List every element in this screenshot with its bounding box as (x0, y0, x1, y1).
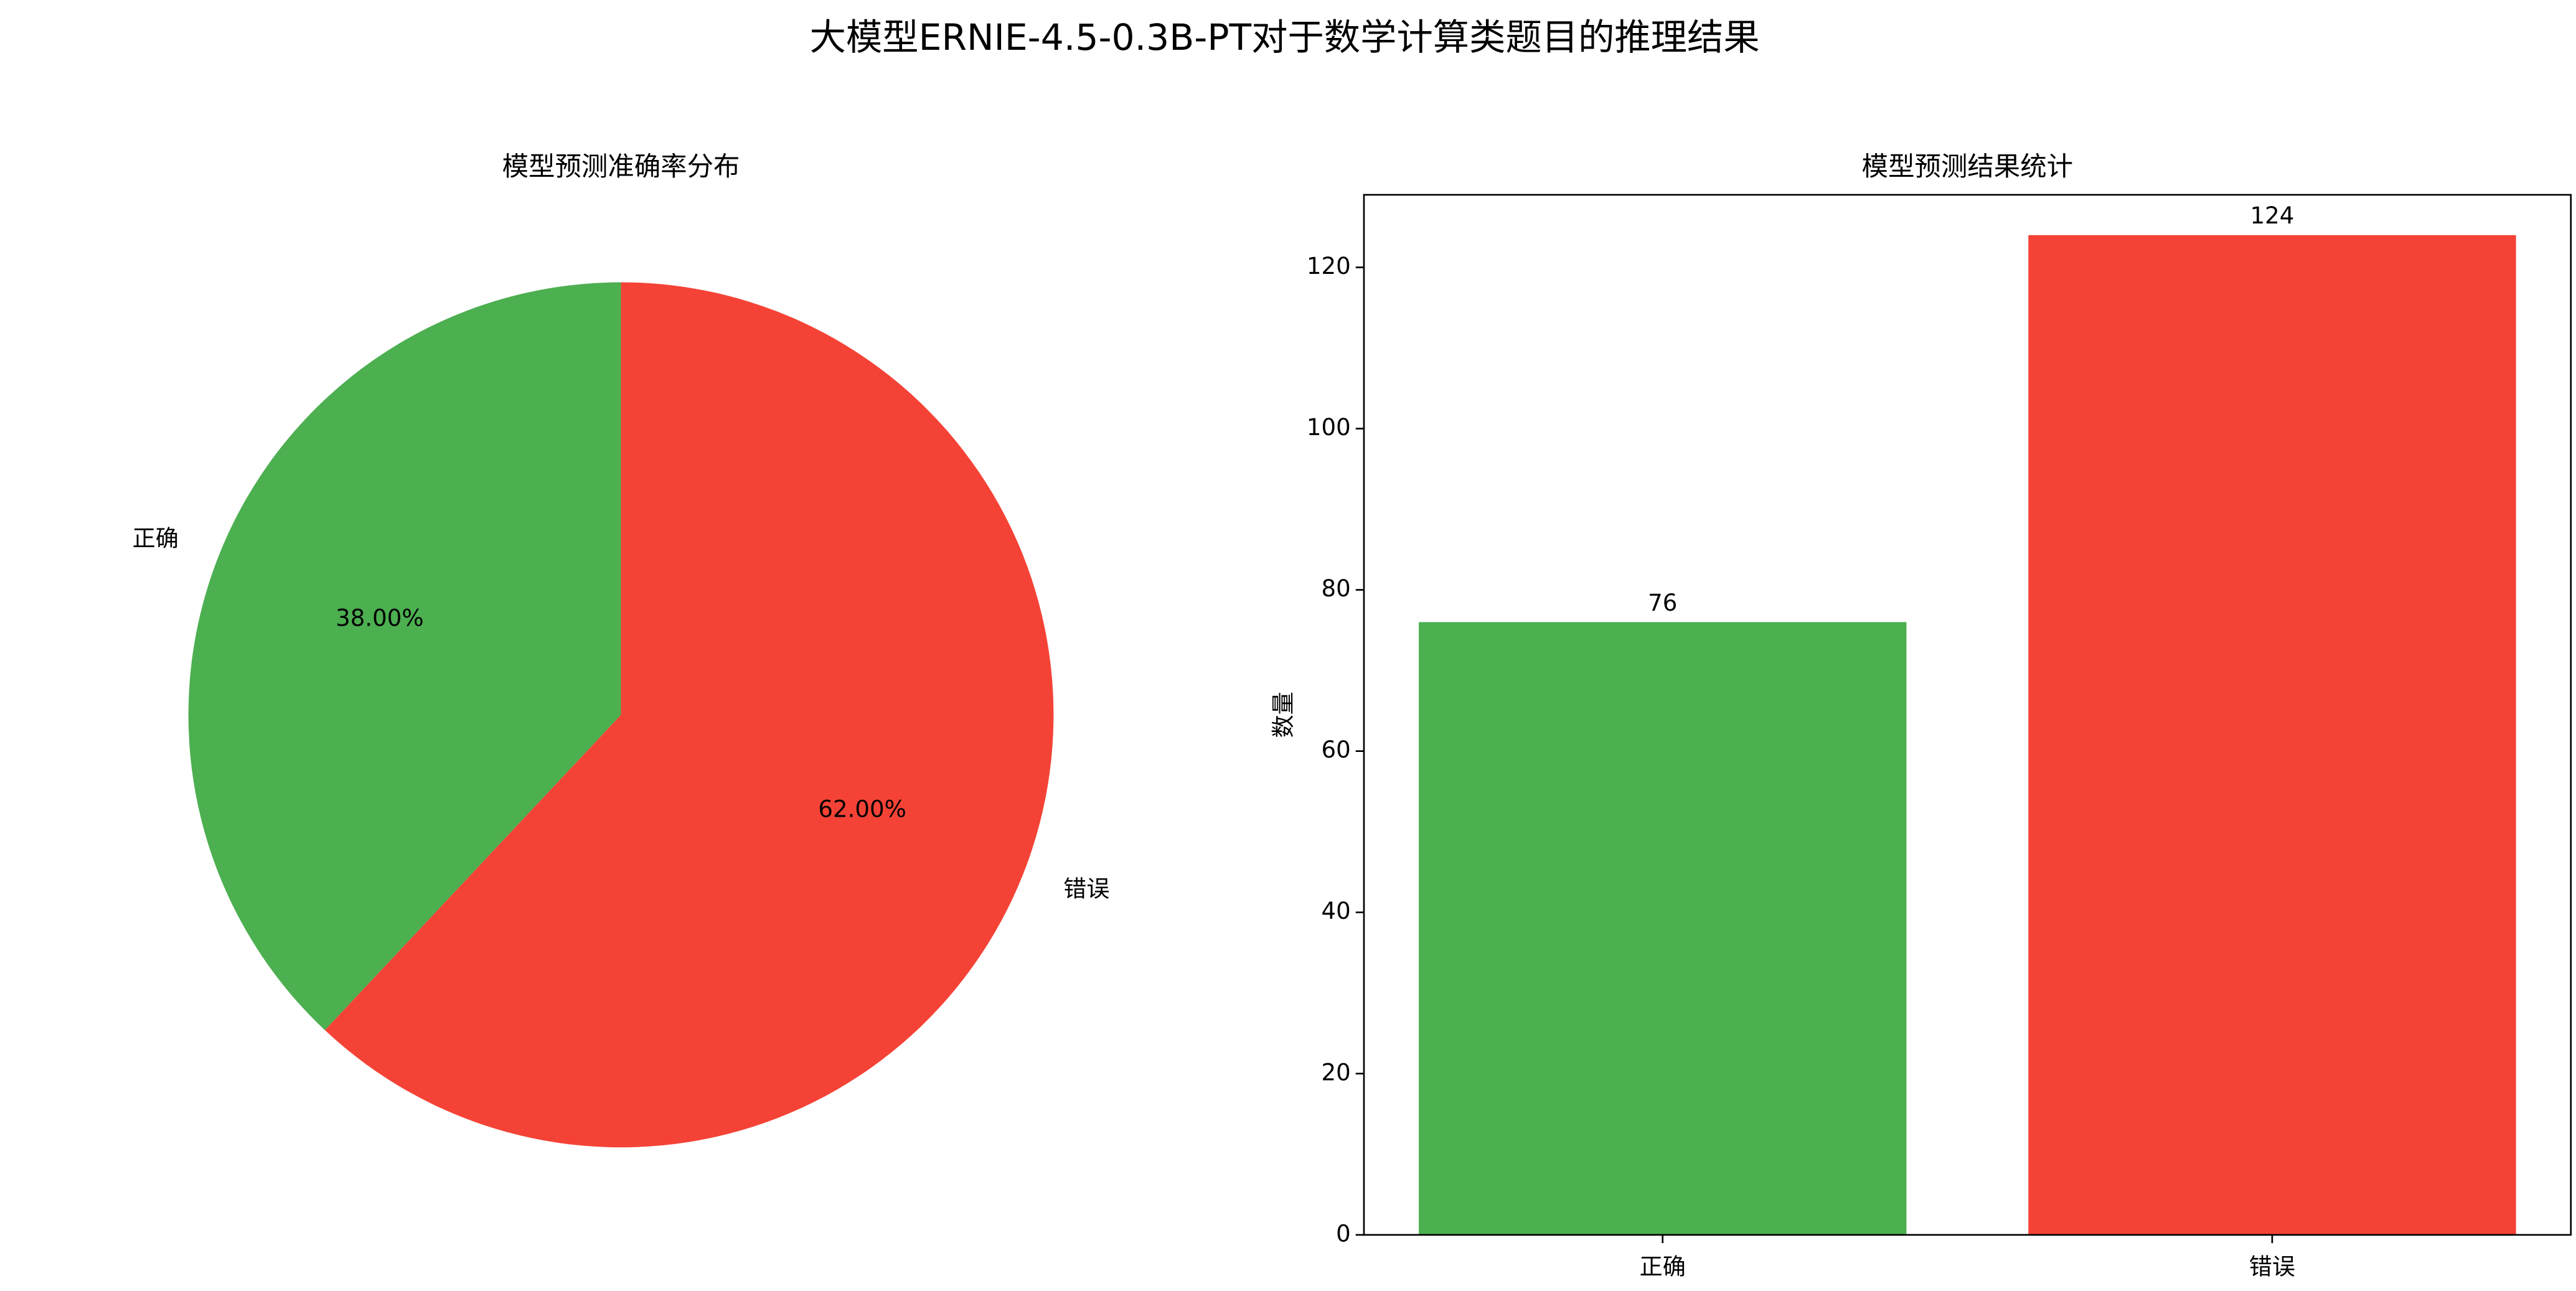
slice-percent: 38.00% (336, 604, 424, 631)
bar (2028, 235, 2516, 1235)
slice-percent: 62.00% (818, 796, 906, 822)
y-axis-label: 数量 (1270, 692, 1297, 738)
slice-label: 错误 (1063, 875, 1109, 902)
pie-slice (188, 282, 621, 1030)
figure-title: 大模型ERNIE-4.5-0.3B-PT对于数学计算类题目的推理结果 (810, 16, 1760, 59)
bar-value-label: 124 (2250, 202, 2295, 229)
y-tick-label: 80 (1322, 575, 1351, 602)
y-tick-label: 60 (1322, 736, 1351, 763)
y-tick-label: 0 (1336, 1220, 1351, 1247)
plot-frame (1363, 194, 2572, 1236)
chart-title: 模型预测准确率分布 (502, 152, 740, 182)
x-tick-label: 错误 (2249, 1253, 2295, 1280)
bar (1419, 622, 1907, 1235)
pie-slice (324, 282, 1054, 1148)
y-tick-label: 100 (1307, 414, 1351, 441)
x-tick-label: 正确 (1640, 1253, 1686, 1280)
y-tick-label: 40 (1322, 898, 1351, 924)
y-tick-label: 120 (1307, 253, 1351, 279)
slice-label: 正确 (133, 525, 179, 552)
chart-title: 模型预测结果统计 (1862, 152, 2073, 182)
y-tick-label: 20 (1322, 1059, 1351, 1086)
bar-value-label: 76 (1648, 589, 1677, 616)
